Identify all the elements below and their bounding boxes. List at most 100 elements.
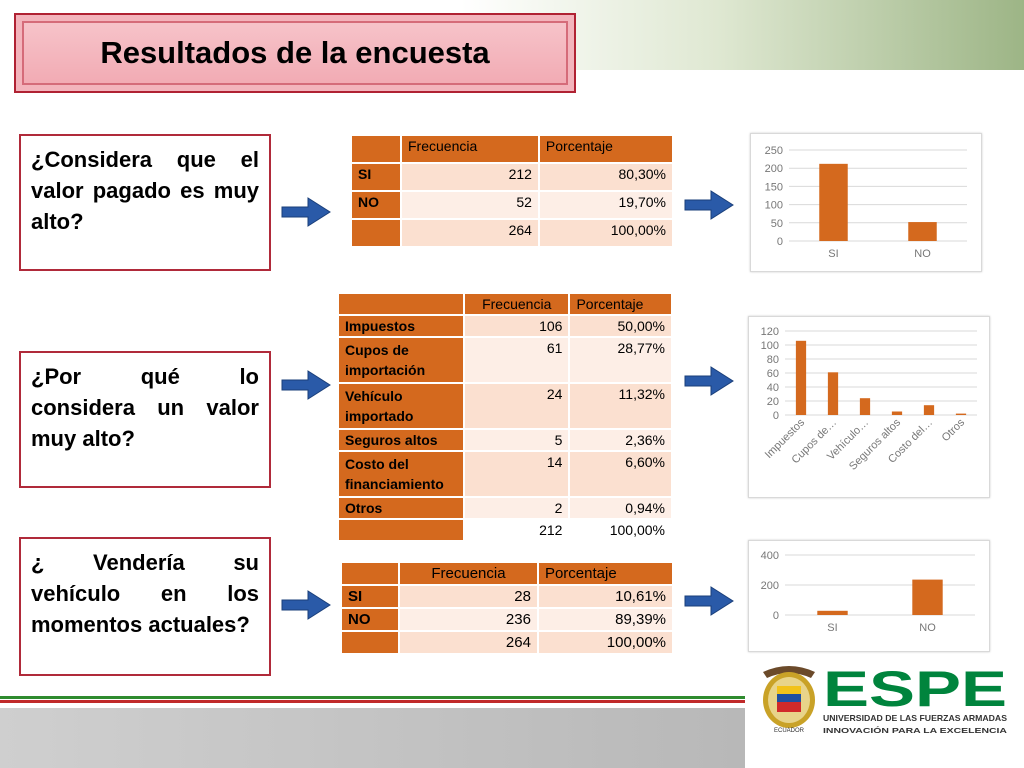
row-label: Costo del financiamiento (337, 450, 465, 498)
seal-icon: ECUADOR (763, 666, 815, 734)
question-3: ¿ Vendería su vehículo en los momentos a… (19, 537, 271, 676)
arrow-right-icon (281, 370, 331, 400)
y-tick-label: 40 (767, 382, 779, 394)
table-row: Cupos de importación 61 28,77% (337, 336, 673, 384)
cell-porcentaje: 50,00% (568, 314, 673, 338)
row-label (340, 630, 400, 655)
y-tick-label: 0 (773, 610, 779, 622)
cell-frecuencia: 2 (462, 496, 571, 520)
arrow-right-icon (684, 366, 734, 396)
bar (912, 579, 943, 615)
y-tick-label: 120 (761, 326, 779, 338)
x-tick-label: NO (914, 248, 931, 260)
y-tick-label: 200 (765, 163, 783, 175)
bar (859, 398, 871, 415)
cell-frecuencia: 5 (462, 428, 571, 452)
cell-frecuencia: 52 (400, 190, 540, 220)
table-header: Frecuencia (400, 134, 540, 164)
page-title: Resultados de la encuesta (100, 35, 490, 70)
row-label: Impuestos (337, 314, 465, 338)
table-valor-pagado: Frecuencia Porcentaje SI 212 80,30% NO 52 19,… (350, 134, 675, 248)
row-label: SI (350, 162, 402, 192)
bar-chart: 0 50 100 150 200 250 SI NO (765, 145, 967, 260)
row-label: NO (350, 190, 402, 220)
table-header-empty (340, 561, 400, 586)
cell-porcentaje: 19,70% (537, 190, 675, 220)
table-row: Otros 2 0,94% (337, 496, 673, 520)
bar (827, 372, 839, 415)
cell-porcentaje: 100,00% (568, 518, 673, 542)
chart-3: 0 200 400 SI NO (748, 540, 990, 652)
table-row: SI 212 80,30% (350, 162, 675, 192)
bar (923, 405, 935, 415)
cell-porcentaje: 100,00% (536, 630, 675, 655)
y-tick-label: 0 (773, 410, 779, 422)
table-row: NO 236 89,39% (340, 607, 675, 632)
table-venderia: Frecuencia Porcentaje SI 28 10,61% NO 236 89,… (340, 561, 675, 655)
table-row: SI 28 10,61% (340, 584, 675, 609)
x-tick-label: SI (828, 248, 838, 260)
cell-porcentaje: 80,30% (537, 162, 675, 192)
cell-frecuencia: 264 (400, 218, 540, 248)
espe-logo: ECUADOR ESPE UNIVERSIDAD DE LAS FUERZAS … (763, 661, 1007, 735)
table-row: Seguros altos 5 2,36% (337, 428, 673, 452)
table-header-empty (350, 134, 402, 164)
y-tick-label: 0 (777, 236, 783, 248)
footer-band (0, 708, 745, 768)
row-label: Otros (337, 496, 465, 520)
bar (819, 163, 848, 241)
cell-porcentaje: 89,39% (536, 607, 675, 632)
table-header: Porcentaje (568, 292, 673, 316)
footer-green-line (0, 696, 745, 699)
cell-frecuencia: 24 (462, 382, 571, 430)
chart-1: 0 50 100 150 200 250 SI NO (750, 133, 982, 272)
x-tick-label: NO (919, 622, 936, 634)
bar (908, 222, 937, 241)
y-tick-label: 50 (771, 218, 783, 230)
y-tick-label: 20 (767, 396, 779, 408)
table-header: Porcentaje (537, 134, 675, 164)
table-header: Porcentaje (536, 561, 675, 586)
table-header-empty (337, 292, 465, 316)
row-label: SI (340, 584, 400, 609)
cell-frecuencia: 212 (462, 518, 571, 542)
table-header: Frecuencia (398, 561, 539, 586)
y-tick-label: 100 (761, 340, 779, 352)
title-box: Resultados de la encuesta (14, 13, 576, 93)
chart-2: 0 20 40 60 80 100 120 Impuestos Cupos de… Vehícul… (748, 316, 990, 498)
x-tick-label: SI (827, 622, 837, 634)
bar (891, 411, 903, 415)
logo-line-2: INNOVACIÓN PARA LA EXCELENCIA (823, 726, 1007, 735)
arrow-right-icon (281, 197, 331, 227)
table-row: NO 52 19,70% (350, 190, 675, 220)
row-label: Cupos de importación (337, 336, 465, 384)
arrow-right-icon (684, 190, 734, 220)
y-tick-label: 200 (761, 580, 779, 592)
seal-text: ECUADOR (774, 728, 805, 734)
bar (817, 610, 848, 615)
cell-porcentaje: 28,77% (568, 336, 673, 384)
cell-porcentaje: 11,32% (568, 382, 673, 430)
cell-frecuencia: 106 (462, 314, 571, 338)
cell-frecuencia: 236 (398, 607, 539, 632)
table-row: Impuestos 106 50,00% (337, 314, 673, 338)
bar-chart: 0 200 400 SI NO (761, 550, 975, 634)
row-label: Vehículo importado (337, 382, 465, 430)
row-label (337, 518, 465, 542)
x-tick-label: Otros (940, 416, 968, 444)
table-row: 212 100,00% (337, 518, 673, 542)
logo-wordmark: ESPE (823, 661, 1007, 717)
row-label: Seguros altos (337, 428, 465, 452)
cell-frecuencia: 28 (398, 584, 539, 609)
cell-frecuencia: 61 (462, 336, 571, 384)
arrow-right-icon (684, 586, 734, 616)
arrow-right-icon (281, 590, 331, 620)
question-1: ¿Considera que el valor pagado es muy al… (19, 134, 271, 271)
question-2: ¿Por qué lo considera un valor muy alto? (19, 351, 271, 488)
table-motivos: Frecuencia Porcentaje Impuestos 106 50,00% … (337, 292, 673, 542)
y-tick-label: 60 (767, 368, 779, 380)
y-tick-label: 400 (761, 550, 779, 562)
bar (795, 340, 807, 415)
cell-porcentaje: 6,60% (568, 450, 673, 498)
